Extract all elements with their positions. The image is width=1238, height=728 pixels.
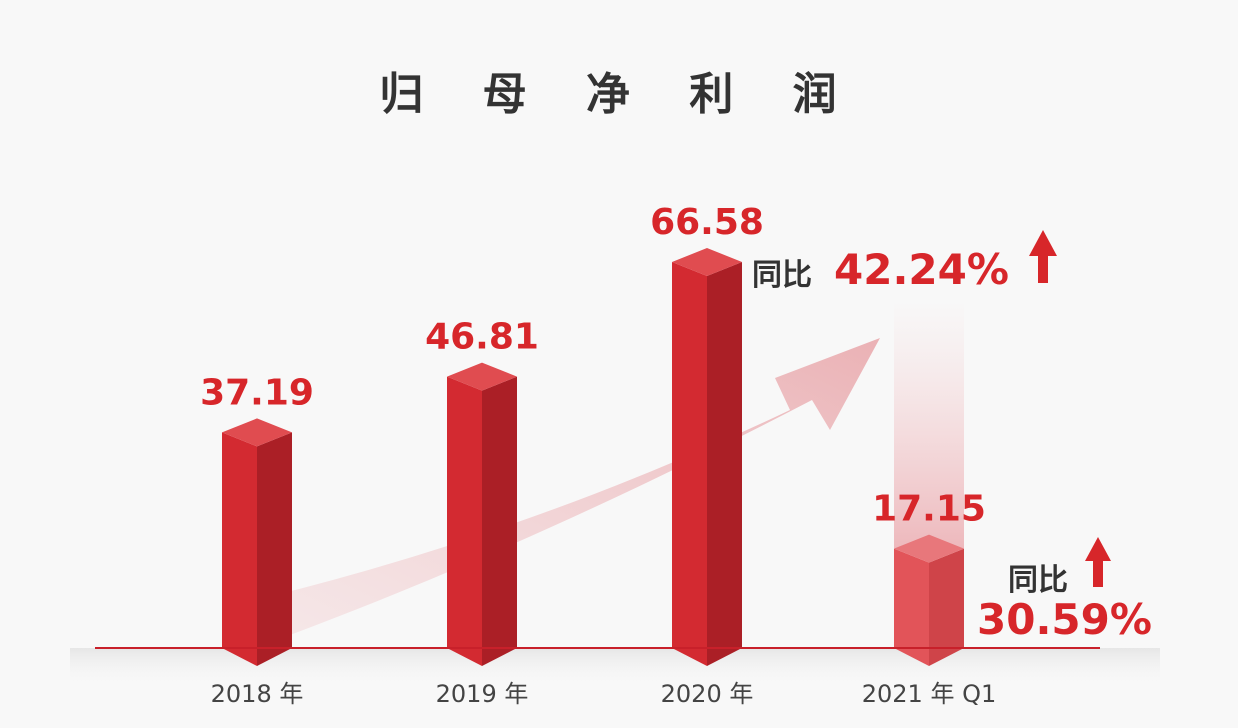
bar-value-label: 46.81 <box>425 317 539 358</box>
arrow-up-icon <box>1029 230 1057 283</box>
x-tick-label: 2020 年 <box>661 680 754 708</box>
yoy-label-2020: 同比 <box>752 258 812 293</box>
bar <box>672 248 742 666</box>
value-labels: 37.19 46.81 66.58 17.15 <box>200 202 986 530</box>
x-tick-label: 2019 年 <box>436 680 529 708</box>
yoy-value-2020: 42.24% <box>834 245 1009 294</box>
bar-value-label: 17.15 <box>872 489 986 530</box>
bar-highlight-beam <box>894 300 964 549</box>
bar <box>447 362 517 666</box>
chart-title: 归 母 净 利 润 <box>379 69 859 120</box>
x-axis: 2018 年 2019 年 2020 年 2021 年 Q1 <box>211 680 997 708</box>
yoy-label-2021q1: 同比 <box>1008 563 1068 598</box>
trend-arrow <box>255 338 880 635</box>
x-tick-label: 2021 年 Q1 <box>862 680 997 708</box>
bar <box>894 534 964 666</box>
bar-group <box>222 248 964 666</box>
yoy-value-2021q1: 30.59% <box>977 595 1152 644</box>
arrow-up-icon <box>1085 537 1111 587</box>
bar-value-label: 66.58 <box>650 202 764 243</box>
x-tick-label: 2018 年 <box>211 680 304 708</box>
bar-value-label: 37.19 <box>200 372 314 413</box>
bar <box>222 418 292 666</box>
